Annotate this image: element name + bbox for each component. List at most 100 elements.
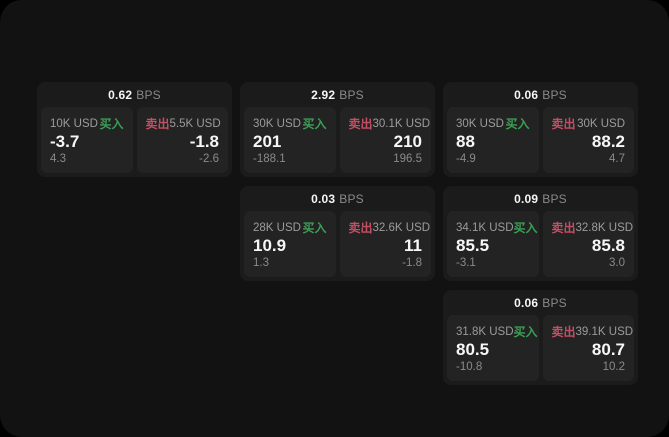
sell-panel[interactable]: 卖出 5.5K USD -1.8 -2.6 [136, 107, 228, 173]
buy-sell-panels: 10K USD 买入 -3.7 4.3 卖出 5.5K USD -1.8 -2.… [37, 107, 232, 177]
sell-amount: 32.6K USD [372, 221, 431, 234]
sell-panel[interactable]: 卖出 30.1K USD 210 196.5 [339, 107, 431, 173]
bps-value: 0.06 [514, 87, 539, 102]
quote-card-grid: 0.62 BPS 10K USD 买入 -3.7 4.3 卖出 5.5K USD [37, 82, 638, 385]
sell-price: -1.8 [189, 132, 219, 152]
sell-side-label: 卖出 [348, 117, 373, 131]
buy-panel[interactable]: 31.8K USD 买入 80.5 -10.8 [447, 315, 539, 381]
sell-side-label: 卖出 [145, 117, 170, 131]
sell-price: 11 [404, 236, 422, 256]
bps-unit: BPS [542, 295, 567, 310]
card-header: 0.62 BPS [37, 82, 232, 107]
quote-card-1: 0.62 BPS 10K USD 买入 -3.7 4.3 卖出 5.5K USD [37, 82, 232, 177]
sell-panel[interactable]: 卖出 32.8K USD 85.8 3.0 [542, 211, 634, 277]
buy-side-label: 买入 [302, 117, 327, 131]
buy-sell-panels: 30K USD 买入 88 -4.9 卖出 30K USD 88.2 4.7 [443, 107, 638, 177]
buy-panel[interactable]: 10K USD 买入 -3.7 4.3 [41, 107, 133, 173]
card-header: 0.06 BPS [443, 82, 638, 107]
bps-unit: BPS [339, 87, 364, 102]
sell-price: 88.2 [591, 132, 625, 152]
buy-side-label: 买入 [505, 117, 530, 131]
sell-sub-value: 10.2 [602, 361, 625, 373]
buy-panel[interactable]: 30K USD 买入 201 -188.1 [244, 107, 336, 173]
quote-card-6: 0.06 BPS 31.8K USD 买入 80.5 -10.8 卖出 39.1… [443, 290, 638, 385]
card-header: 0.09 BPS [443, 186, 638, 211]
bps-unit: BPS [339, 191, 364, 206]
quote-card-4: 0.03 BPS 28K USD 买入 10.9 1.3 卖出 32.6K US… [240, 186, 435, 281]
sell-price: 85.8 [591, 236, 625, 256]
buy-sub-value: -3.1 [456, 257, 476, 269]
buy-sell-panels: 31.8K USD 买入 80.5 -10.8 卖出 39.1K USD 80.… [443, 315, 638, 385]
buy-amount: 10K USD [50, 117, 98, 130]
buy-amount: 34.1K USD [456, 221, 514, 234]
buy-sub-value: -10.8 [456, 361, 483, 373]
buy-sub-value: -188.1 [253, 153, 286, 165]
bps-value: 0.03 [311, 191, 336, 206]
bps-unit: BPS [136, 87, 161, 102]
buy-price: 88 [456, 132, 475, 152]
sell-amount: 5.5K USD [169, 117, 221, 130]
buy-sell-panels: 28K USD 买入 10.9 1.3 卖出 32.6K USD 11 -1.8 [240, 211, 435, 281]
buy-panel-top: 34.1K USD 买入 [456, 219, 538, 236]
sell-panel[interactable]: 卖出 32.6K USD 11 -1.8 [339, 211, 431, 277]
buy-panel-top: 31.8K USD 买入 [456, 323, 538, 340]
sell-side-label: 卖出 [551, 221, 576, 235]
buy-panel-top: 30K USD 买入 [456, 115, 530, 132]
buy-side-label: 买入 [99, 117, 124, 131]
sell-sub-value: -2.6 [199, 153, 219, 165]
buy-panel[interactable]: 28K USD 买入 10.9 1.3 [244, 211, 336, 277]
card-header: 0.03 BPS [240, 186, 435, 211]
sell-panel-top: 卖出 30K USD [552, 115, 626, 132]
sell-amount: 30K USD [577, 117, 625, 130]
bps-unit: BPS [542, 87, 567, 102]
sell-side-label: 卖出 [551, 117, 576, 131]
sell-panel-top: 卖出 32.8K USD [551, 219, 634, 236]
buy-panel-top: 10K USD 买入 [50, 115, 124, 132]
buy-price: -3.7 [50, 132, 80, 152]
sell-sub-value: 196.5 [393, 153, 422, 165]
sell-sub-value: -1.8 [402, 257, 422, 269]
sell-panel-top: 卖出 32.6K USD [348, 219, 431, 236]
buy-side-label: 买入 [513, 221, 538, 235]
buy-price: 80.5 [456, 340, 490, 360]
buy-sub-value: -4.9 [456, 153, 476, 165]
buy-price: 10.9 [253, 236, 287, 256]
sell-sub-value: 3.0 [609, 257, 625, 269]
buy-amount: 30K USD [456, 117, 504, 130]
quote-card-3: 0.06 BPS 30K USD 买入 88 -4.9 卖出 30K USD [443, 82, 638, 177]
buy-amount: 31.8K USD [456, 325, 514, 338]
buy-panel-top: 28K USD 买入 [253, 219, 327, 236]
buy-price: 85.5 [456, 236, 490, 256]
buy-amount: 30K USD [253, 117, 301, 130]
sell-panel[interactable]: 卖出 30K USD 88.2 4.7 [542, 107, 634, 173]
buy-panel[interactable]: 30K USD 买入 88 -4.9 [447, 107, 539, 173]
sell-side-label: 卖出 [551, 325, 576, 339]
buy-sell-panels: 34.1K USD 买入 85.5 -3.1 卖出 32.8K USD 85.8… [443, 211, 638, 281]
buy-panel[interactable]: 34.1K USD 买入 85.5 -3.1 [447, 211, 539, 277]
sell-panel-top: 卖出 5.5K USD [145, 115, 221, 132]
sell-side-label: 卖出 [348, 221, 373, 235]
bps-value: 2.92 [311, 87, 336, 102]
sell-amount: 39.1K USD [575, 325, 634, 338]
sell-panel-top: 卖出 30.1K USD [348, 115, 431, 132]
bps-value: 0.09 [514, 191, 539, 206]
sell-price: 80.7 [591, 340, 625, 360]
bps-value: 0.62 [108, 87, 133, 102]
quote-card-5: 0.09 BPS 34.1K USD 买入 85.5 -3.1 卖出 32.8K… [443, 186, 638, 281]
card-header: 2.92 BPS [240, 82, 435, 107]
sell-panel-top: 卖出 39.1K USD [551, 323, 634, 340]
card-header: 0.06 BPS [443, 290, 638, 315]
buy-panel-top: 30K USD 买入 [253, 115, 327, 132]
buy-side-label: 买入 [302, 221, 327, 235]
sell-price: 210 [393, 132, 422, 152]
sell-sub-value: 4.7 [609, 153, 625, 165]
bps-unit: BPS [542, 191, 567, 206]
buy-side-label: 买入 [513, 325, 538, 339]
sell-amount: 30.1K USD [372, 117, 431, 130]
buy-sub-value: 1.3 [253, 257, 269, 269]
bps-value: 0.06 [514, 295, 539, 310]
sell-panel[interactable]: 卖出 39.1K USD 80.7 10.2 [542, 315, 634, 381]
buy-price: 201 [253, 132, 282, 152]
buy-sub-value: 4.3 [50, 153, 66, 165]
